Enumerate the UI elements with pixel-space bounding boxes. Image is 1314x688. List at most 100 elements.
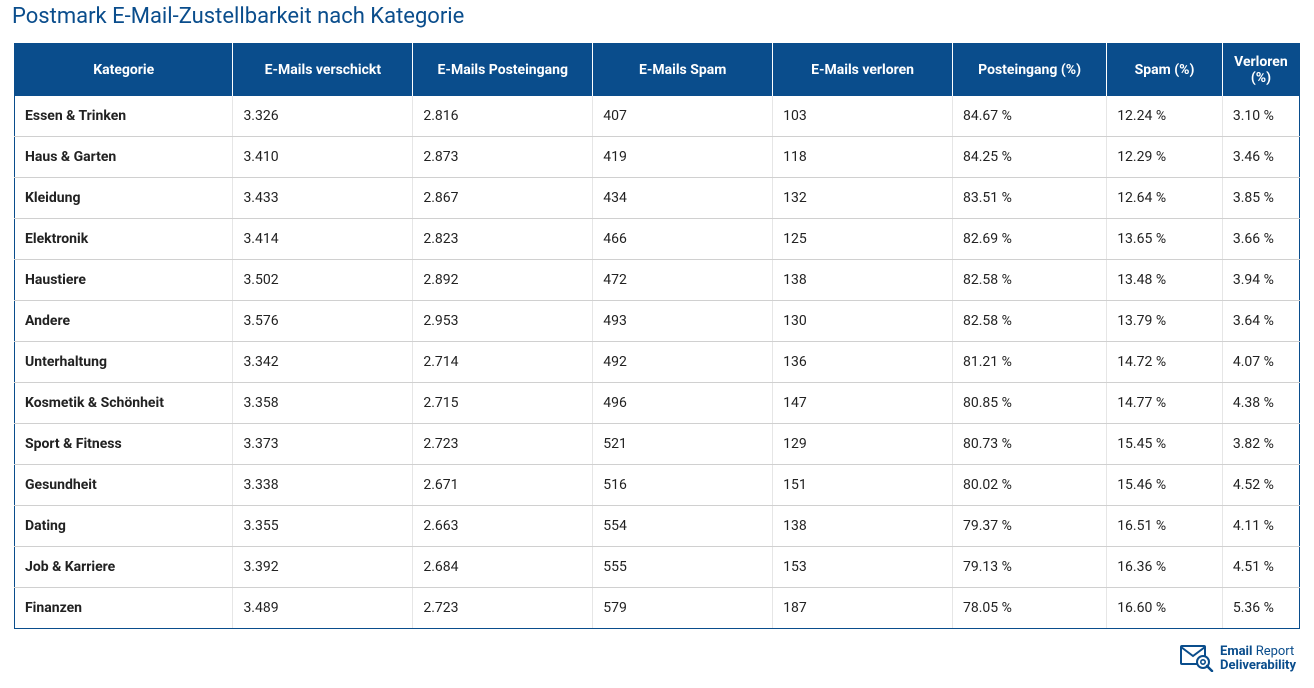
column-header: Posteingang (%) — [953, 44, 1107, 97]
column-header: E-Mails Posteingang — [413, 44, 593, 97]
table-row: Kleidung3.4332.86743413283.51 %12.64 %3.… — [15, 178, 1300, 219]
value-cell: 79.13 % — [953, 547, 1107, 588]
value-cell: 3.82 % — [1222, 424, 1299, 465]
value-cell: 3.85 % — [1222, 178, 1299, 219]
value-cell: 419 — [593, 137, 773, 178]
value-cell: 2.684 — [413, 547, 593, 588]
value-cell: 16.51 % — [1107, 506, 1223, 547]
value-cell: 4.07 % — [1222, 342, 1299, 383]
value-cell: 2.823 — [413, 219, 593, 260]
value-cell: 2.873 — [413, 137, 593, 178]
value-cell: 82.58 % — [953, 260, 1107, 301]
value-cell: 3.355 — [233, 506, 413, 547]
value-cell: 103 — [773, 96, 953, 137]
category-cell: Haustiere — [15, 260, 233, 301]
value-cell: 78.05 % — [953, 588, 1107, 629]
deliverability-table-wrap: KategorieE-Mails verschicktE-Mails Poste… — [0, 43, 1314, 629]
category-cell: Kleidung — [15, 178, 233, 219]
value-cell: 2.816 — [413, 96, 593, 137]
value-cell: 3.94 % — [1222, 260, 1299, 301]
value-cell: 132 — [773, 178, 953, 219]
category-cell: Andere — [15, 301, 233, 342]
value-cell: 2.892 — [413, 260, 593, 301]
column-header: E-Mails verschickt — [233, 44, 413, 97]
value-cell: 153 — [773, 547, 953, 588]
value-cell: 138 — [773, 506, 953, 547]
value-cell: 3.373 — [233, 424, 413, 465]
value-cell: 82.69 % — [953, 219, 1107, 260]
value-cell: 3.66 % — [1222, 219, 1299, 260]
value-cell: 13.48 % — [1107, 260, 1223, 301]
category-cell: Dating — [15, 506, 233, 547]
value-cell: 3.342 — [233, 342, 413, 383]
table-row: Job & Karriere3.3922.68455515379.13 %16.… — [15, 547, 1300, 588]
value-cell: 129 — [773, 424, 953, 465]
table-row: Haustiere3.5022.89247213882.58 %13.48 %3… — [15, 260, 1300, 301]
brand-word-2: Report — [1256, 644, 1295, 659]
table-body: Essen & Trinken3.3262.81640710384.67 %12… — [15, 96, 1300, 629]
page-title: Postmark E-Mail-Zustellbarkeit nach Kate… — [0, 0, 1314, 43]
value-cell: 2.663 — [413, 506, 593, 547]
value-cell: 79.37 % — [953, 506, 1107, 547]
value-cell: 2.671 — [413, 465, 593, 506]
category-cell: Kosmetik & Schönheit — [15, 383, 233, 424]
value-cell: 3.326 — [233, 96, 413, 137]
value-cell: 13.65 % — [1107, 219, 1223, 260]
table-row: Andere3.5762.95349313082.58 %13.79 %3.64… — [15, 301, 1300, 342]
value-cell: 3.358 — [233, 383, 413, 424]
category-cell: Elektronik — [15, 219, 233, 260]
brand-logo: Email Report Deliverability — [1180, 642, 1296, 676]
value-cell: 4.52 % — [1222, 465, 1299, 506]
deliverability-table: KategorieE-Mails verschicktE-Mails Poste… — [14, 43, 1300, 629]
value-cell: 2.867 — [413, 178, 593, 219]
value-cell: 151 — [773, 465, 953, 506]
value-cell: 3.576 — [233, 301, 413, 342]
brand-word-1: Email — [1220, 644, 1252, 659]
value-cell: 434 — [593, 178, 773, 219]
value-cell: 3.10 % — [1222, 96, 1299, 137]
value-cell: 4.38 % — [1222, 383, 1299, 424]
column-header: Spam (%) — [1107, 44, 1223, 97]
value-cell: 82.58 % — [953, 301, 1107, 342]
value-cell: 493 — [593, 301, 773, 342]
table-row: Haus & Garten3.4102.87341911884.25 %12.2… — [15, 137, 1300, 178]
brand-text: Email Report Deliverability — [1220, 645, 1296, 674]
value-cell: 3.64 % — [1222, 301, 1299, 342]
category-cell: Haus & Garten — [15, 137, 233, 178]
table-row: Gesundheit3.3382.67151615180.02 %15.46 %… — [15, 465, 1300, 506]
value-cell: 16.60 % — [1107, 588, 1223, 629]
value-cell: 579 — [593, 588, 773, 629]
value-cell: 187 — [773, 588, 953, 629]
value-cell: 12.24 % — [1107, 96, 1223, 137]
value-cell: 136 — [773, 342, 953, 383]
value-cell: 554 — [593, 506, 773, 547]
value-cell: 125 — [773, 219, 953, 260]
category-cell: Job & Karriere — [15, 547, 233, 588]
table-header: KategorieE-Mails verschicktE-Mails Poste… — [15, 44, 1300, 97]
value-cell: 16.36 % — [1107, 547, 1223, 588]
value-cell: 15.46 % — [1107, 465, 1223, 506]
value-cell: 516 — [593, 465, 773, 506]
value-cell: 2.723 — [413, 588, 593, 629]
value-cell: 3.502 — [233, 260, 413, 301]
value-cell: 4.11 % — [1222, 506, 1299, 547]
value-cell: 3.489 — [233, 588, 413, 629]
value-cell: 3.433 — [233, 178, 413, 219]
value-cell: 3.410 — [233, 137, 413, 178]
value-cell: 496 — [593, 383, 773, 424]
category-cell: Finanzen — [15, 588, 233, 629]
value-cell: 118 — [773, 137, 953, 178]
column-header: E-Mails verloren — [773, 44, 953, 97]
table-row: Unterhaltung3.3422.71449213681.21 %14.72… — [15, 342, 1300, 383]
value-cell: 2.715 — [413, 383, 593, 424]
table-row: Elektronik3.4142.82346612582.69 %13.65 %… — [15, 219, 1300, 260]
value-cell: 12.29 % — [1107, 137, 1223, 178]
value-cell: 80.73 % — [953, 424, 1107, 465]
category-cell: Gesundheit — [15, 465, 233, 506]
value-cell: 2.714 — [413, 342, 593, 383]
column-header: Kategorie — [15, 44, 233, 97]
table-row: Finanzen3.4892.72357918778.05 %16.60 %5.… — [15, 588, 1300, 629]
value-cell: 4.51 % — [1222, 547, 1299, 588]
brand-word-3: Deliverability — [1220, 659, 1296, 673]
value-cell: 472 — [593, 260, 773, 301]
